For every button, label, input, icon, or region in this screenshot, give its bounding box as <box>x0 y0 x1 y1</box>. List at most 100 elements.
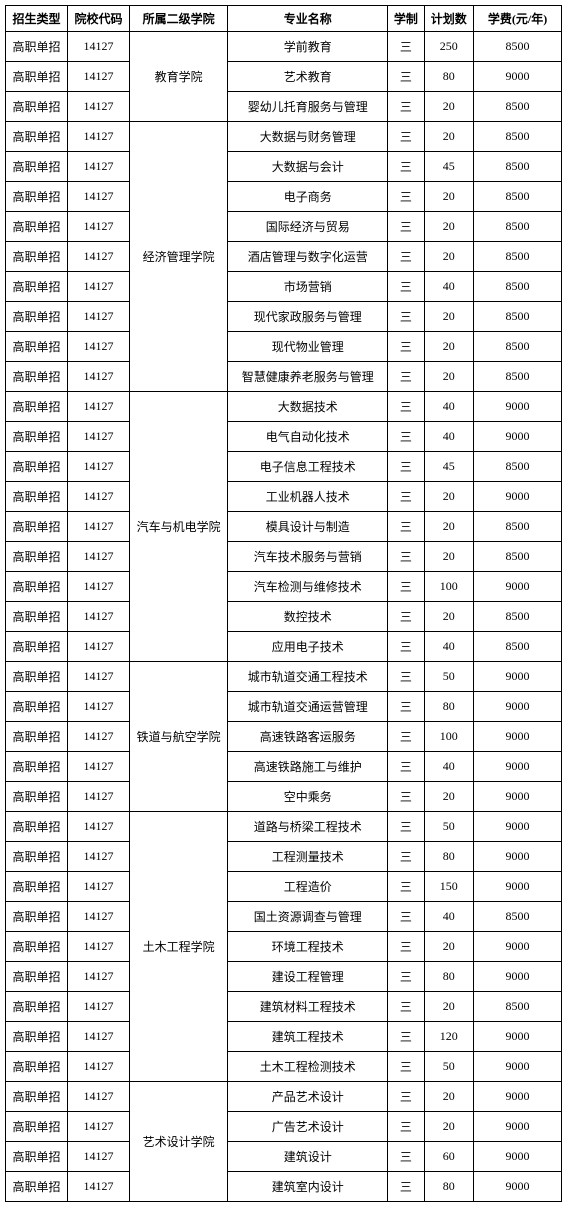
cell-admission-type: 高职单招 <box>6 152 68 182</box>
cell-admission-type: 高职单招 <box>6 512 68 542</box>
cell-school-code: 14127 <box>68 992 130 1022</box>
cell-admission-type: 高职单招 <box>6 62 68 92</box>
cell-major: 大数据与财务管理 <box>228 122 388 152</box>
table-row: 高职单招14127教育学院学前教育三2508500 <box>6 32 562 62</box>
table-row: 高职单招14127高速铁路客运服务三1009000 <box>6 722 562 752</box>
cell-major: 现代物业管理 <box>228 332 388 362</box>
cell-major: 城市轨道交通运营管理 <box>228 692 388 722</box>
cell-school-code: 14127 <box>68 932 130 962</box>
cell-tuition: 8500 <box>474 602 562 632</box>
cell-school-code: 14127 <box>68 392 130 422</box>
cell-major: 电子信息工程技术 <box>228 452 388 482</box>
cell-tuition: 8500 <box>474 122 562 152</box>
cell-school-code: 14127 <box>68 62 130 92</box>
cell-plan-count: 20 <box>424 482 474 512</box>
cell-major: 高速铁路施工与维护 <box>228 752 388 782</box>
cell-plan-count: 80 <box>424 842 474 872</box>
table-row: 高职单招14127工程造价三1509000 <box>6 872 562 902</box>
cell-study-years: 三 <box>388 392 424 422</box>
cell-admission-type: 高职单招 <box>6 1142 68 1172</box>
cell-school-code: 14127 <box>68 332 130 362</box>
cell-admission-type: 高职单招 <box>6 692 68 722</box>
cell-admission-type: 高职单招 <box>6 812 68 842</box>
cell-plan-count: 150 <box>424 872 474 902</box>
header-school-code: 院校代码 <box>68 6 130 32</box>
cell-plan-count: 20 <box>424 602 474 632</box>
cell-major: 产品艺术设计 <box>228 1082 388 1112</box>
cell-tuition: 8500 <box>474 332 562 362</box>
cell-major: 广告艺术设计 <box>228 1112 388 1142</box>
cell-study-years: 三 <box>388 1142 424 1172</box>
cell-school-code: 14127 <box>68 302 130 332</box>
cell-school-code: 14127 <box>68 422 130 452</box>
table-row: 高职单招14127酒店管理与数字化运营三208500 <box>6 242 562 272</box>
cell-major: 数控技术 <box>228 602 388 632</box>
cell-plan-count: 100 <box>424 722 474 752</box>
cell-plan-count: 45 <box>424 452 474 482</box>
header-admission-type: 招生类型 <box>6 6 68 32</box>
table-row: 高职单招14127建筑室内设计三809000 <box>6 1172 562 1202</box>
cell-admission-type: 高职单招 <box>6 1052 68 1082</box>
cell-school-code: 14127 <box>68 662 130 692</box>
cell-study-years: 三 <box>388 272 424 302</box>
cell-tuition: 9000 <box>474 662 562 692</box>
table-row: 高职单招14127现代物业管理三208500 <box>6 332 562 362</box>
cell-major: 汽车检测与维修技术 <box>228 572 388 602</box>
cell-admission-type: 高职单招 <box>6 542 68 572</box>
cell-plan-count: 40 <box>424 902 474 932</box>
table-row: 高职单招14127工程测量技术三809000 <box>6 842 562 872</box>
cell-school-code: 14127 <box>68 122 130 152</box>
cell-tuition: 9000 <box>474 1172 562 1202</box>
cell-school-code: 14127 <box>68 722 130 752</box>
cell-plan-count: 45 <box>424 152 474 182</box>
header-plan-count: 计划数 <box>424 6 474 32</box>
cell-tuition: 9000 <box>474 62 562 92</box>
cell-plan-count: 50 <box>424 662 474 692</box>
cell-department: 艺术设计学院 <box>130 1082 228 1202</box>
cell-plan-count: 20 <box>424 122 474 152</box>
cell-tuition: 9000 <box>474 692 562 722</box>
cell-major: 国土资源调查与管理 <box>228 902 388 932</box>
table-row: 高职单招14127数控技术三208500 <box>6 602 562 632</box>
cell-admission-type: 高职单招 <box>6 1082 68 1112</box>
cell-major: 环境工程技术 <box>228 932 388 962</box>
table-row: 高职单招14127建筑材料工程技术三208500 <box>6 992 562 1022</box>
table-header-row: 招生类型 院校代码 所属二级学院 专业名称 学制 计划数 学费(元/年) <box>6 6 562 32</box>
table-row: 高职单招14127汽车检测与维修技术三1009000 <box>6 572 562 602</box>
cell-tuition: 9000 <box>474 752 562 782</box>
cell-major: 工程造价 <box>228 872 388 902</box>
cell-admission-type: 高职单招 <box>6 602 68 632</box>
cell-department: 汽车与机电学院 <box>130 392 228 662</box>
cell-admission-type: 高职单招 <box>6 782 68 812</box>
cell-school-code: 14127 <box>68 812 130 842</box>
cell-major: 国际经济与贸易 <box>228 212 388 242</box>
cell-study-years: 三 <box>388 902 424 932</box>
cell-study-years: 三 <box>388 422 424 452</box>
cell-tuition: 9000 <box>474 1082 562 1112</box>
cell-admission-type: 高职单招 <box>6 122 68 152</box>
table-row: 高职单招14127电子商务三208500 <box>6 182 562 212</box>
cell-school-code: 14127 <box>68 32 130 62</box>
table-row: 高职单招14127现代家政服务与管理三208500 <box>6 302 562 332</box>
cell-tuition: 8500 <box>474 152 562 182</box>
cell-study-years: 三 <box>388 362 424 392</box>
table-row: 高职单招14127建筑设计三609000 <box>6 1142 562 1172</box>
cell-admission-type: 高职单招 <box>6 722 68 752</box>
cell-study-years: 三 <box>388 482 424 512</box>
table-row: 高职单招14127国土资源调查与管理三408500 <box>6 902 562 932</box>
cell-major: 道路与桥梁工程技术 <box>228 812 388 842</box>
cell-tuition: 9000 <box>474 812 562 842</box>
cell-study-years: 三 <box>388 932 424 962</box>
cell-department: 经济管理学院 <box>130 122 228 392</box>
cell-major: 建筑工程技术 <box>228 1022 388 1052</box>
table-row: 高职单招14127婴幼儿托育服务与管理三208500 <box>6 92 562 122</box>
table-row: 高职单招14127广告艺术设计三209000 <box>6 1112 562 1142</box>
cell-school-code: 14127 <box>68 362 130 392</box>
cell-plan-count: 40 <box>424 272 474 302</box>
cell-major: 高速铁路客运服务 <box>228 722 388 752</box>
cell-plan-count: 20 <box>424 242 474 272</box>
cell-school-code: 14127 <box>68 152 130 182</box>
cell-study-years: 三 <box>388 182 424 212</box>
cell-study-years: 三 <box>388 452 424 482</box>
cell-major: 学前教育 <box>228 32 388 62</box>
